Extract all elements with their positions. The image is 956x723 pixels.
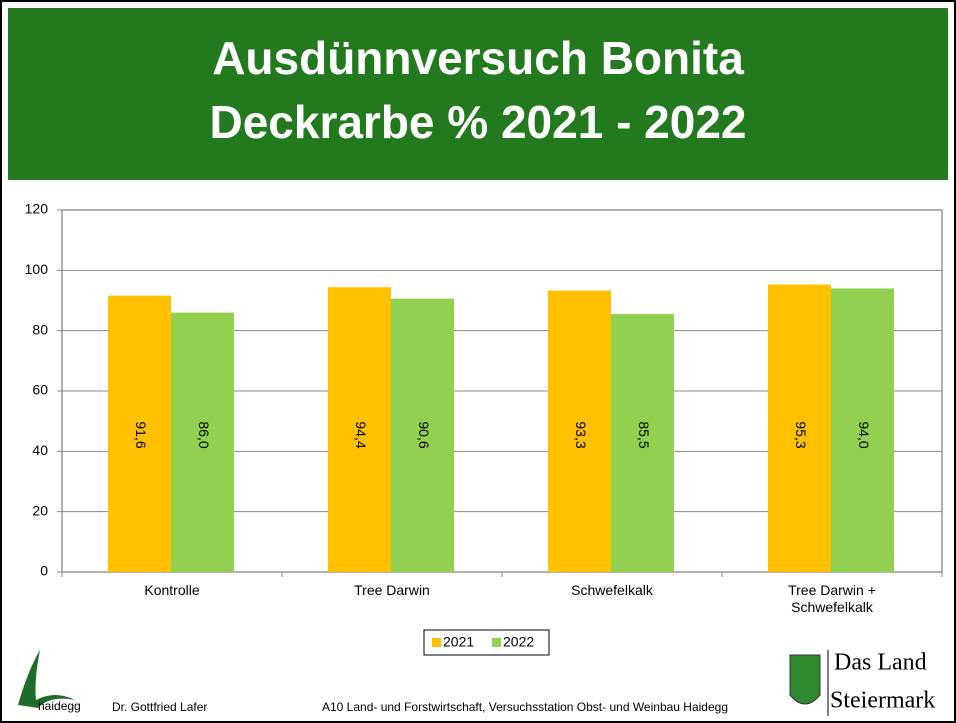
value-label: 94,4: [353, 421, 369, 448]
y-tick-label: 120: [25, 201, 49, 217]
coat-of-arms: [789, 654, 821, 705]
legend-box: [423, 629, 550, 656]
value-label: 85,5: [636, 421, 652, 448]
value-label: 93,3: [573, 421, 589, 448]
y-tick-label: 100: [25, 261, 49, 277]
x-tick-label: Kontrolle: [144, 582, 200, 598]
bar: [611, 314, 674, 572]
value-label: 91,6: [133, 421, 149, 448]
bar: [328, 287, 391, 572]
value-label: 94,0: [856, 421, 872, 448]
bar: [171, 312, 234, 572]
bar: [548, 290, 611, 572]
value-label: 95,3: [793, 421, 809, 448]
bar: [391, 298, 454, 572]
x-tick-label: Schwefelkalk: [571, 582, 653, 598]
y-tick-label: 40: [32, 442, 48, 458]
legend-swatch: [492, 638, 501, 647]
haidegg-logo: [18, 650, 75, 708]
bar: [108, 295, 171, 572]
chart-subtitle: Deckrarbe % 2021 - 2022: [209, 96, 746, 148]
logo-text: haidegg: [38, 699, 81, 713]
value-label: 86,0: [196, 421, 212, 448]
legend-label: 2021: [443, 634, 474, 650]
brand-line: Steiermark: [830, 688, 935, 714]
value-label: 90,6: [416, 421, 432, 448]
y-tick-label: 80: [32, 321, 48, 337]
chart-title: Ausdünnversuch Bonita: [212, 32, 744, 84]
x-tick-label: Tree Darwin + Schwefelkalk: [788, 582, 876, 615]
institution: A10 Land- und Forstwirtschaft, Versuchss…: [322, 700, 728, 714]
x-tick-label: Tree Darwin: [354, 582, 430, 598]
y-tick-label: 20: [32, 502, 48, 518]
header-band: [8, 8, 948, 180]
y-tick-label: 60: [32, 382, 48, 398]
bar: [768, 284, 831, 572]
y-tick-label: 0: [40, 563, 48, 579]
brand-line: Das Land: [834, 650, 927, 676]
author: Dr. Gottfried Lafer: [112, 700, 207, 714]
legend-swatch: [432, 638, 441, 647]
bar: [831, 288, 894, 572]
legend-label: 2022: [503, 634, 534, 650]
